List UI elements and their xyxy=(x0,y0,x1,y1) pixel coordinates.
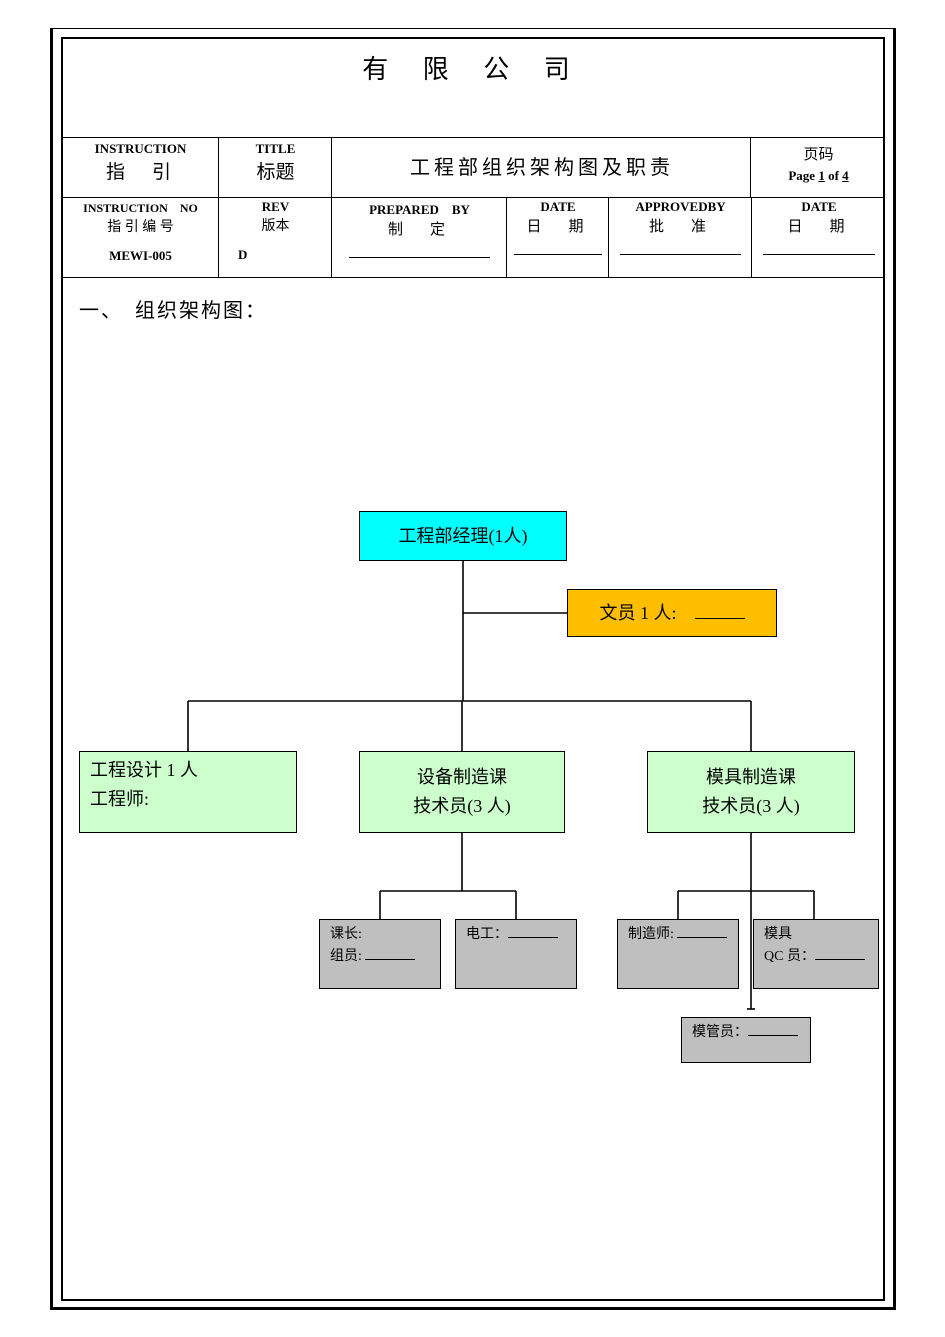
hdr-approved-en: APPROVEDBY xyxy=(610,199,751,215)
hdr-title-cn: 标题 xyxy=(220,157,331,184)
header-vline xyxy=(506,197,507,277)
org-node-line: 模具制造课 xyxy=(706,763,796,792)
org-node-equip: 设备制造课技术员(3 人) xyxy=(359,751,565,833)
hdr-date1-line xyxy=(514,254,602,255)
hdr-prepared-cn: 制 定 xyxy=(333,218,506,239)
hdr-page-prefix: Page xyxy=(788,168,818,183)
org-node-line: 文员 1 人: xyxy=(599,599,744,628)
hdr-instrno-val: MEWI-005 xyxy=(63,248,218,264)
org-node-line: 组员: xyxy=(330,946,415,968)
hdr-prepared-en: PREPARED BY xyxy=(333,199,506,218)
header-vline xyxy=(331,137,332,277)
hdr-rev-cn: 版本 xyxy=(220,215,331,235)
hdr-date2-line xyxy=(763,254,875,255)
hdr-page-total: 4 xyxy=(842,168,849,183)
document-title: 工程部组织架构图及职责 xyxy=(335,151,749,180)
blank-underline xyxy=(815,948,865,961)
org-node-clerk: 文员 1 人: xyxy=(567,589,777,637)
header-vline xyxy=(751,197,752,277)
org-node-eq2: 电工： xyxy=(455,919,577,989)
hdr-date2-cn: 日 期 xyxy=(753,215,885,236)
org-node-md1: 制造师: xyxy=(617,919,739,989)
blank-underline xyxy=(695,602,745,618)
hdr-rev-en: REV xyxy=(220,199,331,215)
org-node-line: 模具 xyxy=(764,924,792,946)
org-node-mold: 模具制造课技术员(3 人) xyxy=(647,751,855,833)
header-rule-3 xyxy=(61,277,885,278)
org-node-md3: 模管员： xyxy=(681,1017,811,1063)
header-vline xyxy=(608,197,609,277)
hdr-approved: APPROVEDBY 批 准 xyxy=(610,199,751,255)
blank-underline xyxy=(365,948,415,961)
org-node-line: 技术员(3 人) xyxy=(702,792,800,821)
org-node-line: 模管员： xyxy=(692,1022,798,1044)
page-outer-border: 有 限 公 司 INSTRUCTION 指 引 TITLE 标题 工程部组织架构… xyxy=(50,28,896,1310)
hdr-page-of: of xyxy=(825,168,842,183)
hdr-instrno-cn: 指 引 编 号 xyxy=(63,216,218,236)
hdr-prepared: PREPARED BY 制 定 xyxy=(333,199,506,258)
hdr-title-label: TITLE 标题 xyxy=(220,141,331,184)
hdr-prepared-line xyxy=(349,257,490,258)
hdr-date2-en: DATE xyxy=(753,199,885,215)
header-rule-1 xyxy=(61,137,885,138)
org-node-line: 制造师: xyxy=(628,924,727,946)
hdr-date1-cn: 日 期 xyxy=(508,215,608,236)
hdr-instruction-cn: 指 引 xyxy=(63,157,218,184)
org-node-mgr: 工程部经理(1人) xyxy=(359,511,567,561)
hdr-instruction: INSTRUCTION 指 引 xyxy=(63,141,218,184)
hdr-date1-en: DATE xyxy=(508,199,608,215)
page-inner-border: 有 限 公 司 INSTRUCTION 指 引 TITLE 标题 工程部组织架构… xyxy=(61,37,885,1301)
hdr-rev: REV 版本 D xyxy=(220,199,331,263)
hdr-page-en: Page 1 of 4 xyxy=(752,168,885,184)
org-node-line: 工程部经理(1人) xyxy=(399,522,528,551)
org-node-line: 设备制造课 xyxy=(417,763,507,792)
hdr-approved-line xyxy=(620,254,741,255)
hdr-title-en: TITLE xyxy=(220,141,331,157)
org-node-line: QC 员： xyxy=(764,946,865,968)
org-node-line: 工程师: xyxy=(90,785,149,814)
company-name: 有 限 公 司 xyxy=(63,49,883,86)
section-heading: 一、 组织架构图： xyxy=(79,294,267,323)
org-chart-connectors xyxy=(63,351,887,1131)
org-node-eq1: 课长:组员: xyxy=(319,919,441,989)
hdr-instruction-en: INSTRUCTION xyxy=(63,141,218,157)
org-chart: 工程部经理(1人)文员 1 人: 工程设计 1 人工程师:设备制造课技术员(3 … xyxy=(63,351,887,1131)
blank-underline xyxy=(748,1023,798,1036)
blank-underline xyxy=(677,925,727,938)
header-vline xyxy=(750,137,751,197)
hdr-page: 页码 Page 1 of 4 xyxy=(752,143,885,184)
hdr-date1: DATE 日 期 xyxy=(508,199,608,255)
hdr-page-cn: 页码 xyxy=(752,143,885,164)
org-node-line: 技术员(3 人) xyxy=(413,792,511,821)
hdr-instrno: INSTRUCTION NO 指 引 编 号 MEWI-005 xyxy=(63,199,218,264)
header-rule-2 xyxy=(61,197,885,198)
org-node-line: 电工： xyxy=(466,924,558,946)
blank-underline xyxy=(508,925,558,938)
org-node-design: 工程设计 1 人工程师: xyxy=(79,751,297,833)
hdr-approved-cn: 批 准 xyxy=(610,215,751,236)
hdr-date2: DATE 日 期 xyxy=(753,199,885,255)
org-node-line: 工程设计 1 人 xyxy=(90,756,198,785)
hdr-instrno-en: INSTRUCTION NO xyxy=(63,199,218,216)
org-node-md2: 模具QC 员： xyxy=(753,919,879,989)
header-vline xyxy=(218,137,219,277)
hdr-rev-val: D xyxy=(220,247,331,263)
org-node-line: 课长: xyxy=(330,924,362,946)
